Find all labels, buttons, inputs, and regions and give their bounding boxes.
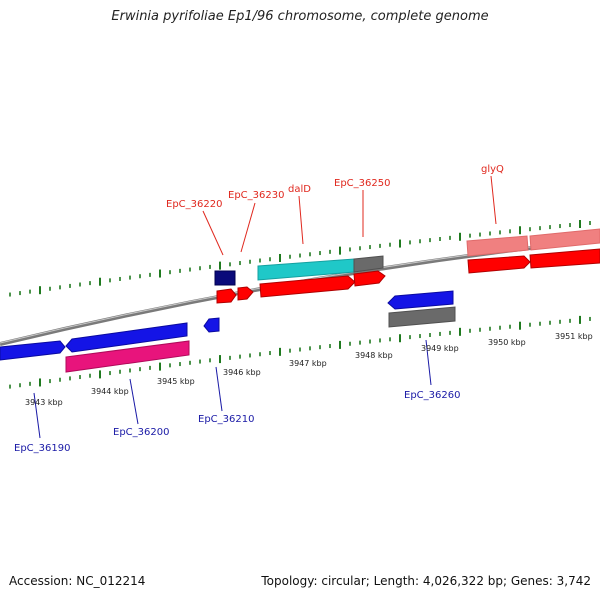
- feature-salmon-right[interactable]: [529, 228, 600, 251]
- scale-label-3951: 3951 kbp: [555, 332, 593, 341]
- reverse-strand: [0, 290, 456, 373]
- genome-summary-text: Topology: circular; Length: 4,026,322 bp…: [261, 574, 591, 588]
- feature-dalD-red[interactable]: [259, 275, 356, 298]
- scale-label-3943: 3943 kbp: [25, 398, 63, 407]
- feature-glyQ-red[interactable]: [467, 255, 531, 274]
- feature-glyQ-upper[interactable]: [466, 235, 529, 257]
- accession-text: Accession: NC_012214: [9, 574, 146, 588]
- gene-label-EpC_36200[interactable]: EpC_36200: [113, 427, 169, 438]
- scale-label-3946: 3946 kbp: [223, 368, 261, 377]
- gene-label-EpC_36210[interactable]: EpC_36210: [198, 414, 254, 425]
- callout-lines: [33, 175, 497, 439]
- feature-EpC_36220-navy[interactable]: [214, 270, 236, 286]
- feature-red-small-1[interactable]: [216, 288, 237, 304]
- gene-label-EpC_36260[interactable]: EpC_36260: [404, 390, 460, 401]
- scale-label-3949: 3949 kbp: [421, 344, 459, 353]
- map-title: Erwinia pyrifoliae Ep1/96 chromosome, co…: [111, 9, 489, 24]
- feature-EpC_36210-blue[interactable]: [203, 317, 220, 333]
- feature-EpC_36190-blue[interactable]: [0, 340, 66, 361]
- lower-tick-track: [9, 315, 591, 389]
- scale-label-3948: 3948 kbp: [355, 351, 393, 360]
- gene-label-EpC_36190[interactable]: EpC_36190: [14, 443, 70, 454]
- gene-label-EpC_36250[interactable]: EpC_36250: [334, 178, 390, 189]
- upper-tick-track: [9, 220, 591, 297]
- forward-strand: [214, 228, 600, 304]
- gene-label-EpC_36230[interactable]: EpC_36230: [228, 190, 284, 201]
- feature-EpC_36260-grey[interactable]: [388, 306, 456, 328]
- scale-label-3944: 3944 kbp: [91, 387, 129, 396]
- gene-label-glyQ[interactable]: glyQ: [481, 164, 504, 175]
- scale-label-3950: 3950 kbp: [488, 338, 526, 347]
- feature-red-small-2[interactable]: [237, 286, 254, 301]
- feature-EpC_36260-blue[interactable]: [387, 290, 454, 310]
- feature-red-right[interactable]: [529, 248, 600, 269]
- scale-label-3945: 3945 kbp: [157, 377, 195, 386]
- feature-EpC_36250-grey[interactable]: [353, 255, 384, 273]
- gene-label-EpC_36220[interactable]: EpC_36220: [166, 199, 222, 210]
- gene-label-dalD[interactable]: dalD: [288, 184, 311, 195]
- feature-EpC_36250-red[interactable]: [353, 270, 386, 287]
- feature-EpC_36200-blue[interactable]: [65, 322, 188, 353]
- feature-EpC_36200-pink[interactable]: [65, 340, 190, 373]
- scale-label-3947: 3947 kbp: [289, 359, 327, 368]
